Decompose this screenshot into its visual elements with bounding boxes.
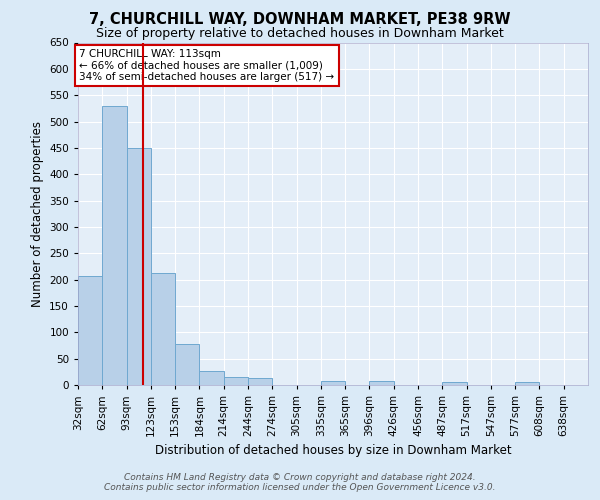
- Bar: [102, 106, 127, 385]
- Bar: [515, 382, 539, 385]
- Bar: [151, 273, 175, 385]
- Bar: [224, 377, 248, 385]
- X-axis label: Distribution of detached houses by size in Downham Market: Distribution of detached houses by size …: [155, 444, 511, 458]
- Bar: [175, 344, 199, 385]
- Bar: [78, 276, 102, 385]
- Text: Contains HM Land Registry data © Crown copyright and database right 2024.
Contai: Contains HM Land Registry data © Crown c…: [104, 473, 496, 492]
- Y-axis label: Number of detached properties: Number of detached properties: [31, 120, 44, 306]
- Bar: [199, 372, 224, 385]
- Bar: [370, 382, 394, 385]
- Bar: [442, 382, 467, 385]
- Bar: [248, 378, 272, 385]
- Text: Size of property relative to detached houses in Downham Market: Size of property relative to detached ho…: [96, 28, 504, 40]
- Text: 7, CHURCHILL WAY, DOWNHAM MARKET, PE38 9RW: 7, CHURCHILL WAY, DOWNHAM MARKET, PE38 9…: [89, 12, 511, 28]
- Text: 7 CHURCHILL WAY: 113sqm
← 66% of detached houses are smaller (1,009)
34% of semi: 7 CHURCHILL WAY: 113sqm ← 66% of detache…: [79, 49, 334, 82]
- Bar: [127, 148, 151, 385]
- Bar: [321, 382, 345, 385]
